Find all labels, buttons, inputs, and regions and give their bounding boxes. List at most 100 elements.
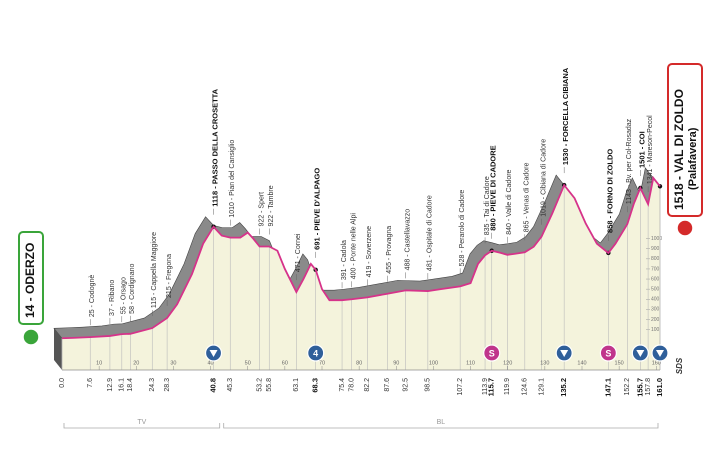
waypoint-label: 471 - Cornei (295, 233, 302, 272)
y-tick-label: 100 (651, 327, 660, 333)
x-tick-label: 130 (540, 360, 549, 366)
km-label: 119.9 (504, 378, 511, 395)
km-label: 82.2 (364, 378, 371, 392)
km-label: 152.2 (624, 378, 631, 396)
finish-sub: (Palafavera) (687, 127, 699, 190)
waypoint-label: 1143 - Bv. per Col-Rosadaz (626, 118, 633, 204)
start-box (18, 231, 44, 325)
waypoint-label: 922 - Tambre (268, 185, 275, 226)
km-label: 45.3 (227, 378, 234, 392)
marker-label: 4 (313, 348, 318, 358)
region-bracket (63, 423, 221, 429)
marker-label: S (605, 348, 611, 358)
waypoint-label: 55 - Orsago (121, 277, 128, 314)
waypoint-label: 840 - Valle di Cadore (506, 169, 513, 234)
x-tick-label: 90 (393, 360, 399, 366)
x-tick-label: 140 (577, 360, 586, 366)
waypoint-label: 488 - Castellavazzo (404, 209, 411, 271)
waypoint-label: 419 - Soverzene (366, 226, 373, 277)
waypoint-label: 37 - Ribano (109, 280, 116, 316)
start-label: 14 - ODERZO (23, 243, 37, 318)
x-tick-label: 160 (652, 360, 661, 366)
marker-icon (656, 350, 664, 357)
marker-icon (636, 350, 645, 357)
km-label: 161.0 (655, 378, 664, 397)
y-tick-label: 800 (651, 256, 660, 262)
x-tick-label: 40 (208, 360, 214, 366)
y-tick-label: 500 (651, 286, 660, 292)
km-label: 28.3 (164, 378, 171, 392)
marker-icon (560, 350, 569, 357)
waypoint-label: 58 - Cordignano (129, 264, 136, 314)
km-label: 155.7 (635, 378, 644, 397)
km-label: 18.4 (127, 378, 134, 392)
y-tick-label: 1000 (651, 236, 662, 242)
y-tick-label: 200 (651, 317, 660, 323)
waypoint-label: 391 - Cadola (341, 240, 348, 280)
y-tick-label: 400 (651, 297, 660, 303)
waypoint-label: 691 - PIEVE D'ALPAGO (313, 168, 322, 250)
x-tick-label: 70 (319, 360, 325, 366)
waypoint-label: 865 - Venas di Cadore (524, 163, 531, 233)
x-tick-label: 120 (503, 360, 512, 366)
y-tick-label: 700 (651, 266, 660, 272)
waypoint-label: 528 - Perarolo di Cadore (459, 190, 466, 267)
km-label: 135.2 (559, 378, 568, 397)
waypoint-label: 1501 - COI (637, 131, 646, 168)
logo: SDS (675, 357, 684, 374)
x-tick-label: 100 (429, 360, 438, 366)
km-label: 55.8 (266, 378, 273, 392)
km-label: 115.7 (487, 378, 496, 396)
waypoint-label: 25 - Codognè (89, 275, 96, 318)
marker-label: S (489, 348, 495, 358)
finish-icon (676, 219, 694, 237)
km-label: 40.8 (209, 378, 218, 393)
km-label: 68.3 (311, 378, 320, 393)
x-tick-label: 80 (356, 360, 362, 366)
km-label: 53.2 (256, 378, 263, 392)
waypoint-label: 835 - Tai di Cadore (484, 176, 491, 235)
waypoint-label: 880 - PIEVE DI CADORE (489, 145, 498, 230)
km-label: 98.5 (425, 378, 432, 392)
km-label: 16.1 (119, 378, 126, 392)
waypoint-label: 922 - Spert (258, 192, 265, 227)
x-tick-label: 10 (96, 360, 102, 366)
profile-line (61, 175, 661, 340)
start-icon (22, 328, 40, 346)
marker (307, 344, 325, 362)
finish-label: 1518 - VAL DI ZOLDO (672, 89, 686, 210)
km-label: 75.4 (339, 378, 346, 392)
waypoint-label: 1019 - Cibiana di Cadore (540, 139, 547, 217)
km-label: 147.1 (603, 378, 612, 397)
waypoint-label: 1010 - Pian del Cansiglio (229, 140, 236, 218)
km-label: 7.6 (87, 378, 94, 388)
waypoint-label: 1530 - FORCELLA CIBIANA (561, 67, 570, 165)
x-tick-label: 60 (282, 360, 288, 366)
km-label: 157.8 (645, 378, 652, 396)
km-label: 92.5 (402, 378, 409, 392)
marker (599, 344, 617, 362)
x-tick-label: 110 (466, 360, 475, 366)
km-label: 12.9 (107, 378, 114, 392)
km-label: 78.0 (349, 378, 356, 392)
waypoint-label: 115 - Cappella Maggiore (151, 232, 158, 308)
region-label: TV (137, 419, 146, 426)
waypoint-label: 215 - Fregona (166, 254, 173, 298)
x-tick-label: 50 (245, 360, 251, 366)
marker (483, 344, 501, 362)
waypoint-label: 858 - FORNO DI ZOLDO (605, 149, 614, 233)
km-label: 87.6 (384, 378, 391, 392)
waypoint-label: 1341 - Mareson-Pecol (647, 115, 654, 184)
km-label: 24.3 (149, 378, 156, 392)
km-label: 63.1 (293, 378, 300, 392)
km-label: 124.6 (522, 378, 529, 396)
x-tick-label: 30 (170, 360, 176, 366)
waypoint-label: 400 - Ponte nelle Alpi (351, 213, 358, 280)
y-tick-label: 900 (651, 246, 660, 252)
finish-box (667, 63, 703, 217)
profile-left-edge (54, 328, 62, 370)
marker-icon (209, 350, 218, 357)
x-tick-label: 150 (615, 360, 624, 366)
km-label: 129.1 (538, 378, 545, 396)
